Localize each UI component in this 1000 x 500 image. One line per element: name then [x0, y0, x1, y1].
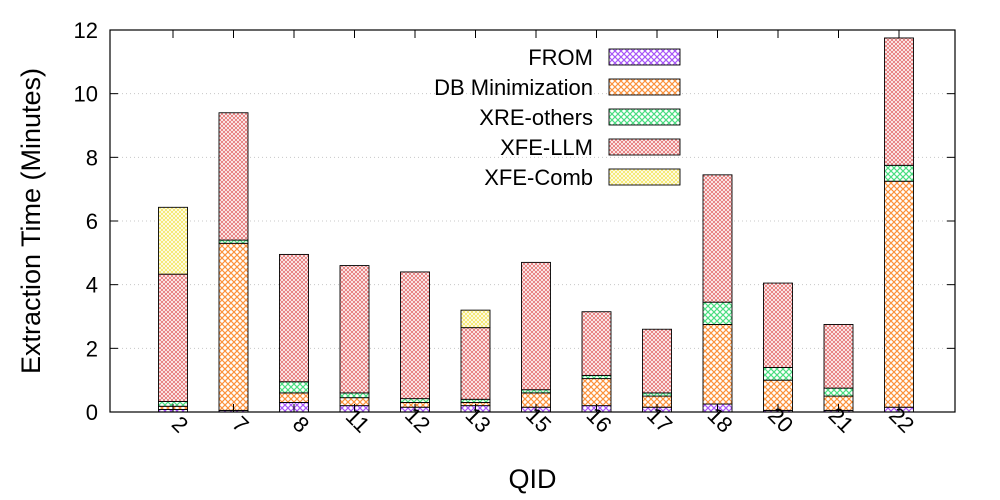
legend-swatch [608, 48, 681, 66]
legend-label: XFE-LLM [500, 135, 593, 160]
x-tick-label: 8 [288, 411, 314, 437]
bar-segment-xre-others-20 [763, 366, 793, 381]
legend-label: XRE-others [479, 105, 593, 130]
bar-stack-21 [823, 324, 854, 413]
bar-stack-20 [763, 282, 793, 413]
legend-swatch [608, 168, 681, 186]
bar-segment-xfe-llm-21 [823, 324, 854, 389]
bar-segment-xfe-llm-8 [279, 253, 309, 383]
bar-stack-22 [884, 37, 914, 413]
y-tick-label: 4 [86, 273, 98, 298]
bar-stack-12 [400, 271, 430, 413]
legend-label: XFE-Comb [484, 165, 593, 190]
x-tick-label: 2 [167, 411, 193, 437]
bar-segment-db-minimization-22 [884, 180, 914, 408]
x-axis-title: QID [508, 464, 556, 494]
bar-segment-xfe-llm-20 [763, 282, 793, 368]
bar-segment-xfe-llm-22 [884, 37, 914, 166]
y-tick-label: 2 [86, 336, 98, 361]
bar-stack-18 [702, 174, 733, 413]
legend-swatch [608, 108, 681, 126]
legend: FROM DB Minimization XRE-others XFE-LLM XFE-… [434, 45, 681, 190]
bar-segment-xre-others-16 [581, 374, 612, 380]
bar-segment-db-minimization-18 [702, 324, 733, 405]
bar-segment-db-minimization-8 [279, 392, 309, 403]
legend-label: DB Minimization [434, 75, 593, 100]
bar-segment-xre-others-8 [279, 381, 309, 394]
bar-segment-xfe-comb-2 [158, 206, 188, 275]
y-axis: 0 2 4 6 8 10 12 [74, 18, 955, 425]
bar-stack-17 [642, 328, 672, 413]
bar-stack-16 [581, 311, 612, 413]
bar-segment-xre-others-17 [642, 392, 672, 397]
y-axis-title: Extraction Time (Minutes) [16, 68, 46, 374]
bar-segment-db-minimization-16 [581, 378, 612, 407]
legend-swatch [608, 78, 681, 96]
bar-segment-xfe-llm-13 [460, 327, 491, 400]
bar-segment-xre-others-13 [460, 398, 491, 403]
bar-segment-xfe-llm-11 [339, 265, 370, 394]
legend-item-xfe-llm: XFE-LLM [500, 135, 681, 160]
y-tick-label: 12 [74, 18, 98, 43]
legend-item-db-minimization: DB Minimization [434, 75, 681, 100]
gridlines [110, 93, 955, 349]
y-tick-label: 6 [86, 209, 98, 234]
bar-stack-13 [460, 309, 491, 413]
legend-item-xre-others: XRE-others [479, 105, 681, 130]
bar-segment-xfe-comb-13 [460, 309, 491, 329]
bar-segment-xre-others-15 [521, 389, 551, 394]
bar-segment-xfe-llm-16 [581, 311, 612, 376]
bar-segment-db-minimization-7 [218, 242, 249, 411]
bar-stack-8 [279, 253, 309, 413]
bar-segment-xre-others-21 [823, 387, 854, 397]
bar-segment-xfe-llm-18 [702, 174, 733, 303]
x-tick-label: 7 [227, 411, 253, 437]
bar-segment-xfe-llm-7 [218, 112, 249, 241]
legend-item-xfe-comb: XFE-Comb [484, 165, 681, 190]
legend-label: FROM [528, 45, 593, 70]
bar-stack-7 [218, 112, 249, 413]
bar-segment-xre-others-7 [218, 239, 249, 244]
bar-segment-xfe-llm-15 [521, 261, 551, 391]
bar-segment-xre-others-11 [339, 392, 370, 399]
bar-segment-xfe-llm-17 [642, 328, 672, 394]
bar-stack-11 [339, 265, 370, 413]
bar-segment-xfe-llm-2 [158, 273, 188, 402]
bar-segment-xre-others-18 [702, 301, 733, 325]
bar-segment-xfe-llm-12 [400, 271, 430, 400]
y-tick-label: 0 [86, 400, 98, 425]
y-tick-label: 10 [74, 82, 98, 107]
bar-segment-xre-others-22 [884, 164, 914, 182]
bar-stack-15 [521, 261, 551, 413]
legend-item-from: FROM [528, 45, 681, 70]
y-tick-label: 8 [86, 145, 98, 170]
legend-swatch [608, 138, 681, 156]
bar-stack-2 [158, 206, 188, 413]
bar-segment-xre-others-12 [400, 398, 430, 403]
